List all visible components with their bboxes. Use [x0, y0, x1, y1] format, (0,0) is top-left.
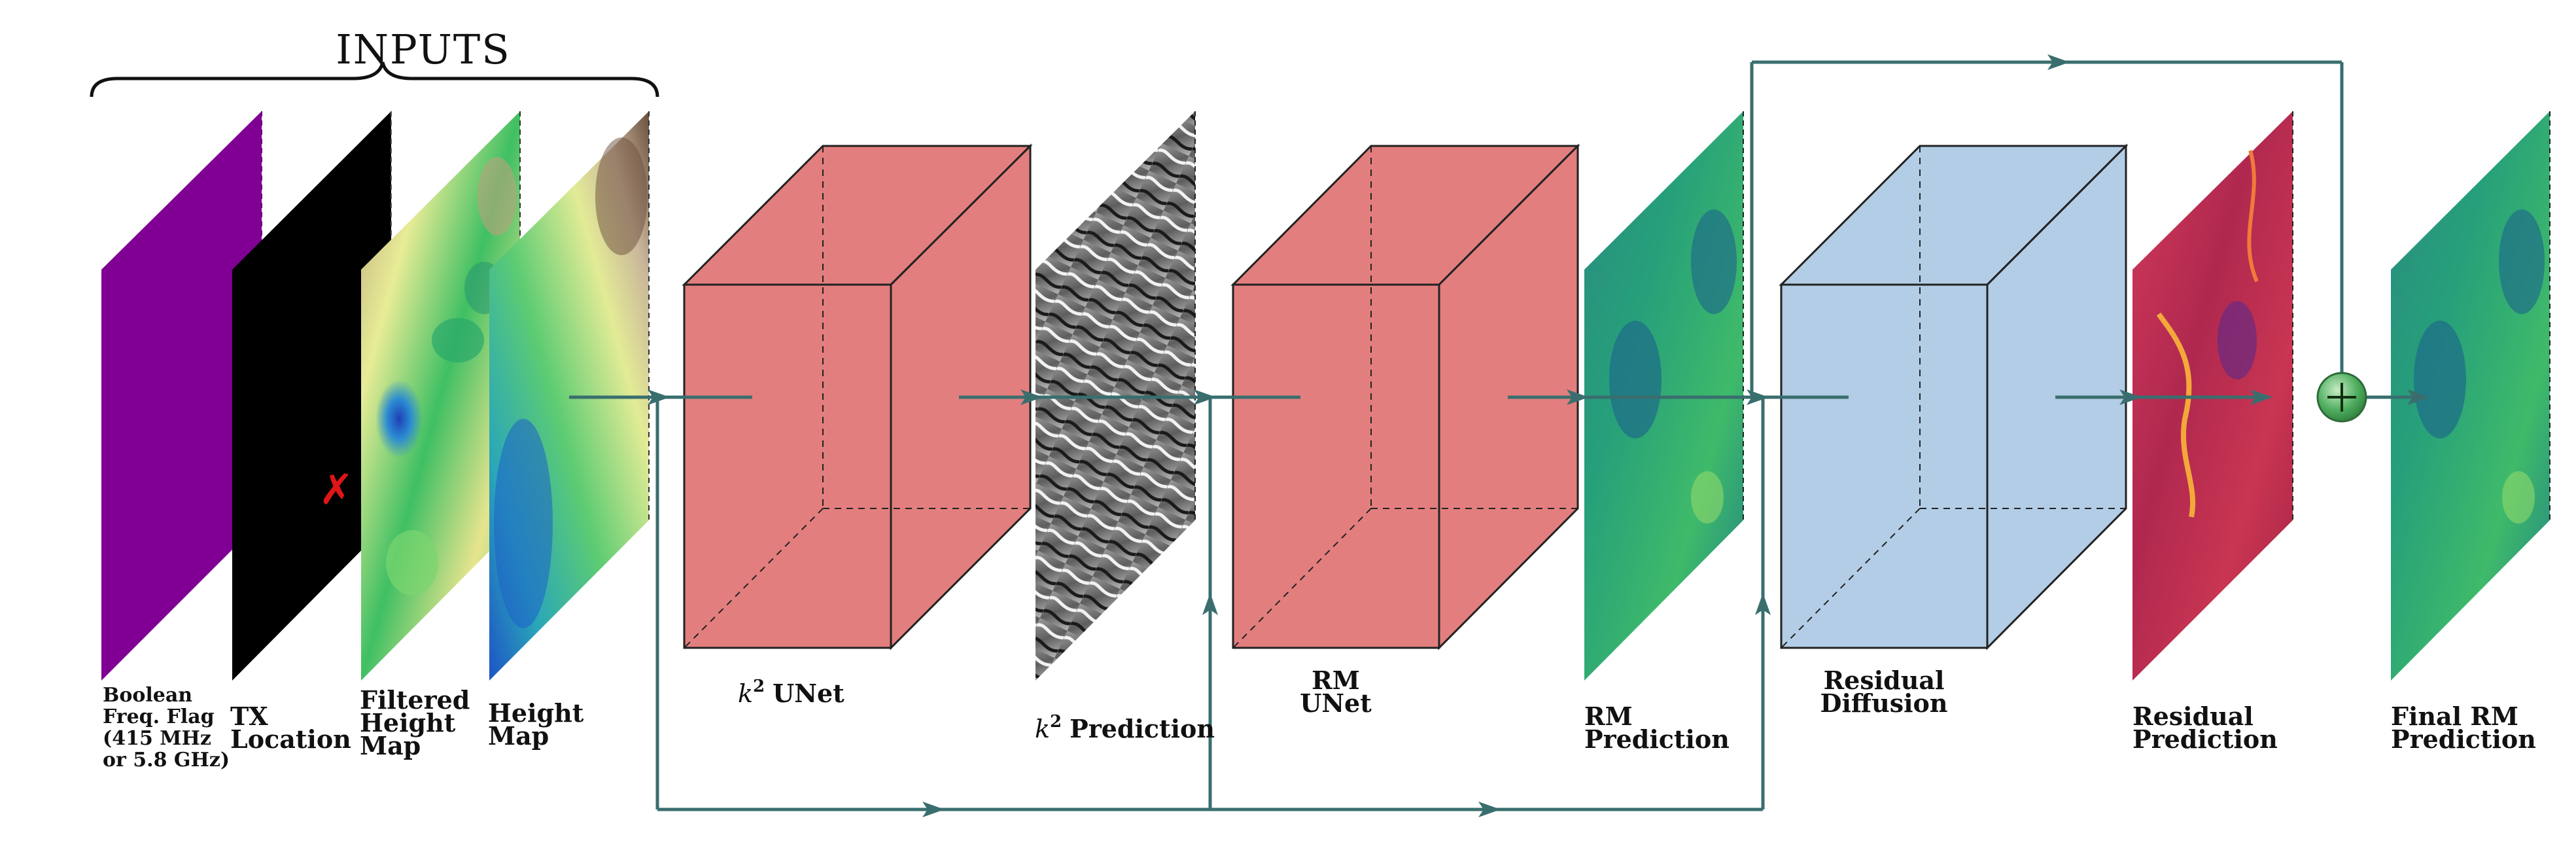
tx-marker-icon: ✗	[319, 466, 354, 514]
svg-text:Height: Height	[360, 708, 456, 737]
label-k2-prediction: k2 Prediction	[1035, 712, 1215, 743]
label-height-map: Height Map	[488, 698, 584, 751]
svg-text:Diffusion: Diffusion	[1820, 688, 1947, 718]
svg-text:or 5.8 GHz): or 5.8 GHz)	[103, 749, 230, 772]
final-rm-prediction-layer	[2391, 111, 2550, 681]
label-residual-diffusion: Residual Diffusion	[1820, 666, 1947, 718]
svg-text:Map: Map	[360, 731, 421, 760]
svg-text:Freq. Flag: Freq. Flag	[103, 705, 215, 728]
skip-connections-bottom	[655, 397, 1771, 817]
svg-text:Residual: Residual	[1824, 666, 1945, 695]
svg-text:Height: Height	[488, 698, 584, 728]
label-residual-prediction: Residual Prediction	[2132, 701, 2278, 754]
label-freq-flag: Boolean Freq. Flag (415 MHz or 5.8 GHz)	[103, 684, 230, 772]
label-final-rm-prediction: Final RM Prediction	[2391, 701, 2536, 754]
svg-text:Residual: Residual	[2132, 701, 2254, 731]
svg-text:Map: Map	[488, 721, 549, 751]
svg-text:Prediction: Prediction	[2391, 724, 2536, 754]
inputs-title: INPUTS	[336, 26, 510, 73]
label-tx-location: TX Location	[230, 701, 351, 754]
svg-text:RM: RM	[1312, 666, 1360, 695]
svg-text:Filtered: Filtered	[360, 685, 470, 715]
label-rm-prediction: RM Prediction	[1584, 701, 1730, 754]
svg-text:Prediction: Prediction	[2132, 724, 2278, 754]
svg-text:RM: RM	[1584, 701, 1633, 731]
input-layer-filtered-height-map	[361, 111, 521, 681]
svg-text:Boolean: Boolean	[103, 684, 192, 707]
svg-text:UNet: UNet	[1300, 688, 1372, 718]
label-filtered-height-map: Filtered Height Map	[360, 685, 470, 760]
svg-text:(415 MHz: (415 MHz	[103, 727, 211, 750]
sum-node	[2316, 372, 2367, 423]
label-k2-unet: k2 UNet	[738, 677, 844, 708]
svg-text:Location: Location	[230, 724, 351, 754]
svg-text:TX: TX	[230, 701, 268, 731]
inputs-brace	[90, 62, 659, 98]
label-rm-unet: RM UNet	[1300, 666, 1372, 718]
svg-text:Prediction: Prediction	[1584, 724, 1730, 754]
svg-text:Final RM: Final RM	[2391, 701, 2518, 731]
skip-connection-top	[1750, 54, 2344, 397]
